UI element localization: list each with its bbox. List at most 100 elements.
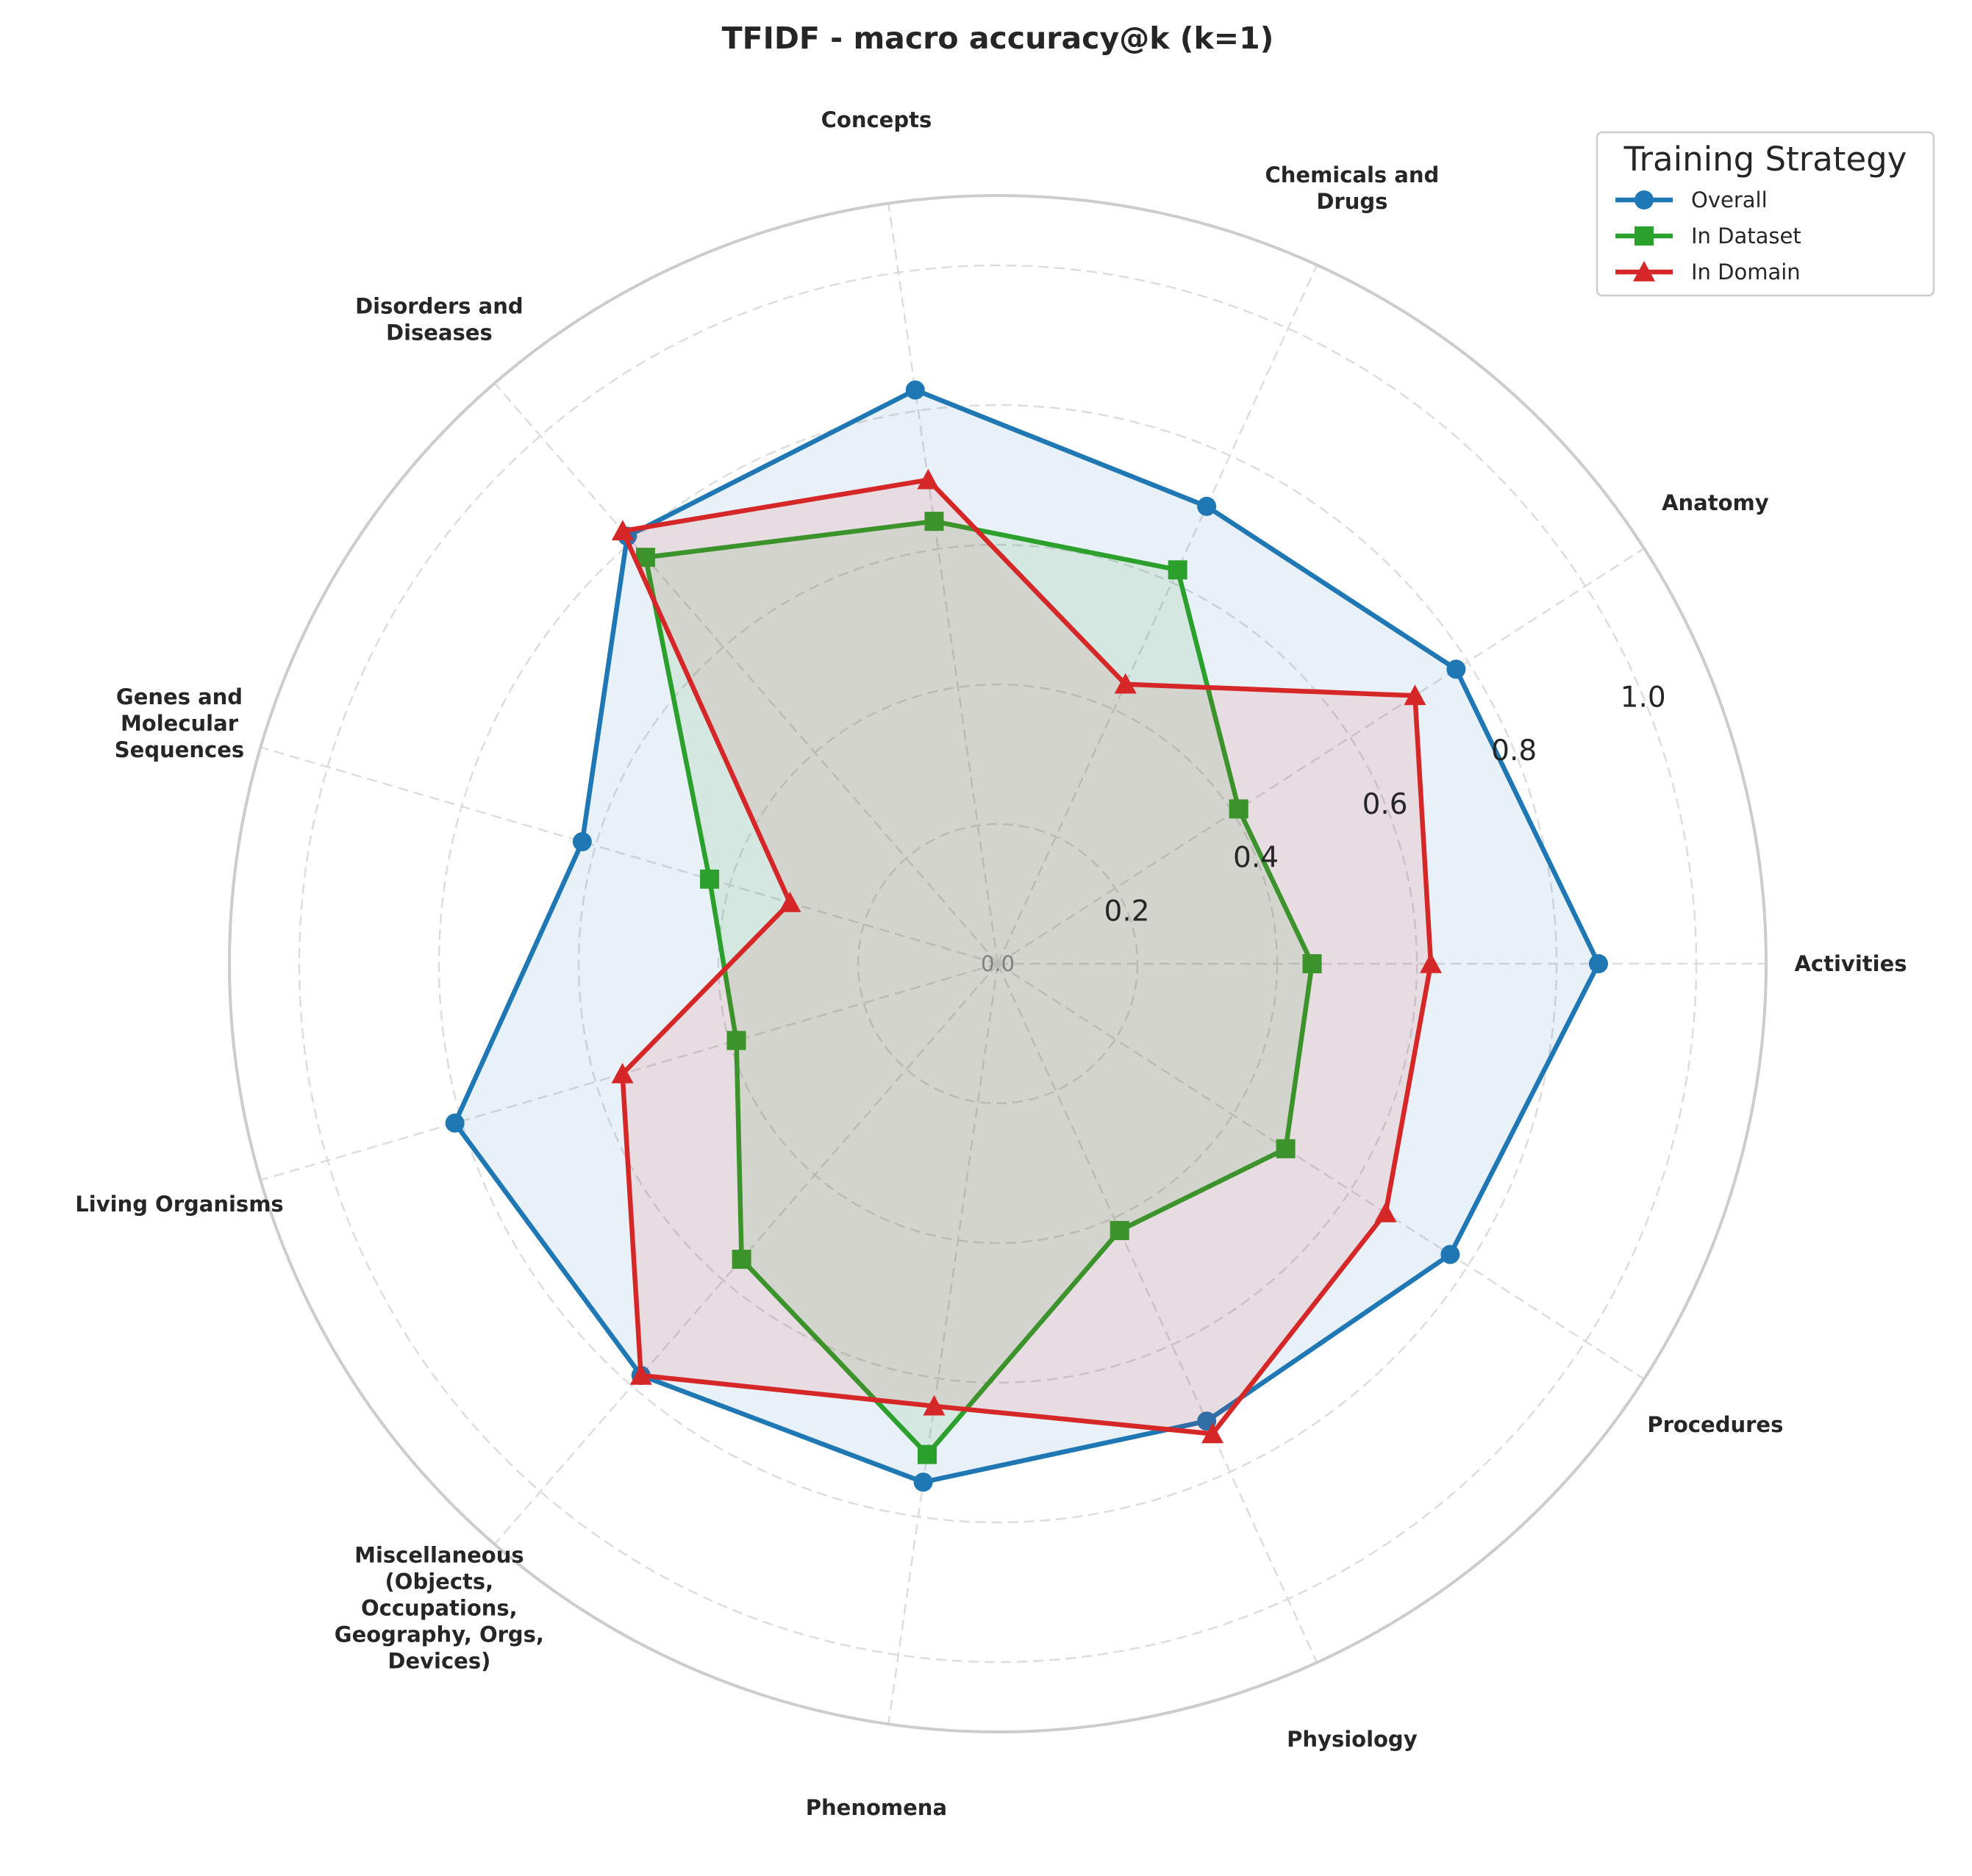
rtick-label-3: 0.6	[1362, 788, 1408, 821]
grid-ring-3	[577, 543, 1418, 1384]
category-label-line: (Objects,	[385, 1569, 494, 1594]
series-in-dataset	[635, 512, 1322, 1464]
category-label-line: Geography, Orgs,	[335, 1622, 544, 1647]
legend-marker-overall	[1635, 190, 1654, 210]
rtick-label-4: 0.8	[1491, 734, 1537, 767]
legend-entries: Overall In Dataset In Domain	[1615, 187, 1801, 284]
point-in-domain-phenomena	[923, 1395, 946, 1416]
category-label-line: Genes and	[116, 684, 243, 709]
point-in-domain-chemicals-and-drugs	[1114, 673, 1137, 694]
series-in-domain	[611, 468, 1442, 1444]
point-in-domain-miscellaneous-objects-occupations-geography-orgs-devices	[629, 1364, 652, 1385]
grid-spoke-11	[997, 962, 1645, 1381]
category-label-line: Phenomena	[806, 1795, 947, 1820]
category-label-anatomy: Anatomy	[1662, 490, 1769, 515]
point-in-domain-genes-and-molecular-sequences	[779, 892, 801, 912]
rtick-label-1: 0.2	[1104, 895, 1150, 928]
legend-marker-in-dataset	[1635, 226, 1654, 246]
category-label-line: Miscellaneous	[354, 1543, 524, 1568]
point-in-dataset-living-organisms	[726, 1031, 746, 1050]
legend-title: Training Strategy	[1623, 140, 1907, 179]
category-label-line: Drugs	[1316, 189, 1387, 214]
grid-spoke-3	[996, 264, 1318, 964]
category-label-chemicals-and-drugs: Chemicals and Drugs	[1265, 162, 1439, 214]
radar-series	[445, 380, 1608, 1492]
point-overall-living-organisms	[445, 1113, 465, 1133]
rtick-label-2: 0.4	[1233, 842, 1279, 875]
series-line-in-dataset	[643, 518, 1315, 1457]
point-in-domain-anatomy	[1404, 684, 1426, 706]
series-fill-in-domain	[622, 479, 1431, 1434]
point-overall-anatomy	[1446, 659, 1466, 679]
series-fill-in-dataset	[646, 521, 1312, 1455]
category-label-line: Disorders and	[355, 293, 524, 318]
grid-spoke-7	[260, 962, 998, 1181]
category-label-living-organisms: Living Organisms	[75, 1192, 283, 1217]
category-label-miscellaneous-objects-occupations-geography-orgs-devices: Miscellaneous (Objects, Occupations, Geogra…	[335, 1543, 544, 1674]
grid-spoke-10	[996, 963, 1318, 1664]
rtick-label-zero: 0.0	[981, 951, 1015, 976]
point-in-domain-procedures	[1374, 1201, 1397, 1222]
category-label-genes-and-molecular-sequences: Genes and Molecular Sequences	[115, 684, 244, 762]
category-label-phenomena: Phenomena	[806, 1795, 947, 1820]
category-label-activities: Activities	[1794, 951, 1907, 976]
grid-spoke-2	[997, 547, 1645, 965]
point-in-dataset-physiology	[1110, 1220, 1129, 1240]
category-label-procedures: Procedures	[1647, 1412, 1783, 1437]
legend: Training Strategy Overall In Dataset In Do…	[1596, 131, 1935, 297]
grid-spoke-9	[887, 963, 999, 1725]
category-label-line: Procedures	[1647, 1412, 1783, 1437]
legend-box	[1596, 131, 1935, 297]
grid-spoke-5	[493, 382, 998, 964]
outer-frame	[228, 194, 1768, 1733]
point-overall-concepts	[905, 380, 925, 400]
point-in-dataset-miscellaneous-objects-occupations-geography-orgs-devices	[732, 1250, 751, 1270]
grid-spoke-6	[260, 746, 998, 965]
point-overall-chemicals-and-drugs	[1197, 496, 1217, 516]
point-in-domain-concepts	[917, 468, 940, 490]
category-label-line: Physiology	[1287, 1727, 1418, 1752]
point-in-domain-physiology	[1201, 1422, 1224, 1444]
point-overall-procedures	[1440, 1245, 1460, 1264]
grid-spoke-4	[887, 203, 999, 964]
grid-spoke-8	[493, 963, 998, 1545]
point-in-dataset-genes-and-molecular-sequences	[700, 869, 720, 889]
category-label-line: Concepts	[821, 107, 932, 132]
point-in-dataset-procedures	[1276, 1139, 1296, 1159]
legend-marker-in-domain	[1633, 261, 1655, 282]
point-in-dataset-anatomy	[1229, 799, 1248, 819]
series-line-overall	[452, 387, 1601, 1485]
radar-grid	[228, 194, 1768, 1733]
category-label-concepts: Concepts	[821, 107, 932, 132]
legend-label-overall: Overall	[1691, 187, 1768, 212]
rtick-label-5: 1.0	[1621, 681, 1666, 714]
category-label-line: Diseases	[386, 320, 493, 345]
category-label-line: Molecular	[121, 711, 239, 736]
point-overall-genes-and-molecular-sequences	[572, 832, 592, 852]
category-label-line: Living Organisms	[75, 1192, 283, 1217]
category-label-line: Devices)	[387, 1649, 490, 1674]
point-in-domain-activities	[1420, 953, 1442, 973]
category-label-line: Activities	[1794, 951, 1907, 976]
legend-label-in-domain: In Domain	[1691, 259, 1801, 284]
point-overall-activities	[1589, 954, 1608, 973]
category-label-physiology: Physiology	[1287, 1727, 1418, 1752]
radial-tick-labels: 0.2 0.4 0.6 0.8 1.0 0.0	[981, 681, 1666, 976]
category-label-line: Occupations,	[361, 1596, 518, 1621]
point-overall-phenomena	[913, 1472, 933, 1492]
point-in-dataset-chemicals-and-drugs	[1168, 560, 1187, 580]
category-label-line: Chemicals and	[1265, 162, 1439, 187]
point-in-domain-disorders-and-diseases	[611, 520, 634, 541]
legend-label-in-dataset: In Dataset	[1691, 223, 1801, 248]
category-label-line: Anatomy	[1662, 490, 1769, 515]
category-label-line: Sequences	[115, 737, 244, 762]
series-line-in-domain	[620, 477, 1434, 1436]
category-labels: Activities Anatomy Chemicals and Drugs Conce…	[75, 107, 1907, 1820]
point-in-dataset-activities	[1302, 954, 1322, 973]
point-in-dataset-phenomena	[918, 1444, 937, 1464]
chart-title: TFIDF - macro accuracy@k (k=1)	[722, 21, 1274, 56]
point-in-dataset-concepts	[924, 512, 944, 531]
category-label-disorders-and-diseases: Disorders and Diseases	[355, 293, 524, 345]
point-in-domain-living-organisms	[611, 1062, 634, 1084]
